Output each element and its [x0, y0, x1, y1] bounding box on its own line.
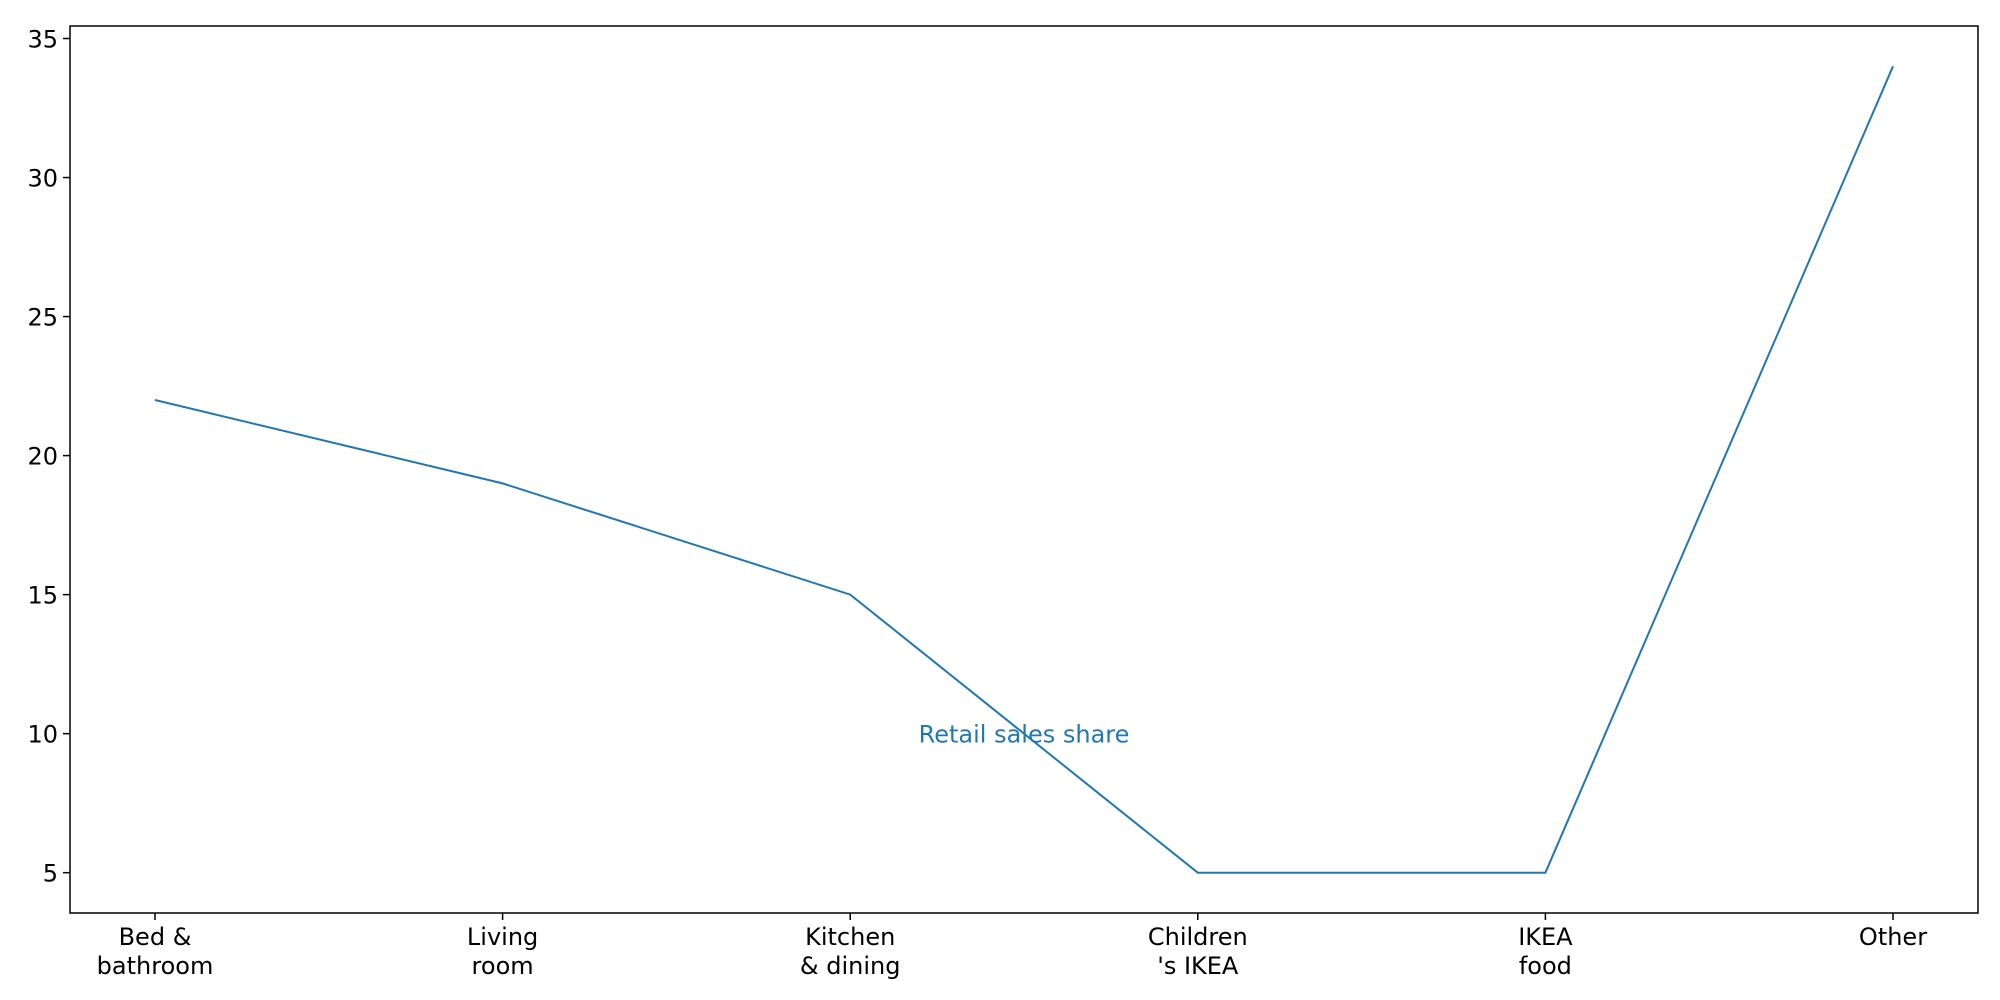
y-tick-label: 5 [43, 860, 58, 888]
plot-frame [69, 25, 1979, 914]
series-annotation: Retail sales share [919, 721, 1130, 749]
y-tick-label: 15 [27, 582, 58, 610]
x-tick-label: Bed & bathroom [97, 923, 214, 980]
y-tick-label: 25 [27, 304, 58, 332]
x-axis: Bed & bathroom Living room Kitchen & dining Ch… [97, 913, 1927, 980]
series-line [154, 65, 1894, 874]
y-tick-label: 35 [27, 26, 58, 54]
y-tick-label: 10 [27, 721, 58, 749]
y-axis: 5 10 15 20 25 30 35 [27, 26, 70, 888]
x-tick-label: Living room [467, 923, 538, 980]
x-tick-label: Children's IKEA [1148, 923, 1248, 980]
x-tick-label: Other [1859, 923, 1927, 951]
x-tick-label: Kitchen & dining [800, 923, 901, 980]
y-tick-label: 30 [27, 165, 58, 193]
y-tick-label: 20 [27, 443, 58, 471]
x-tick-label: IKEA food [1518, 923, 1573, 980]
